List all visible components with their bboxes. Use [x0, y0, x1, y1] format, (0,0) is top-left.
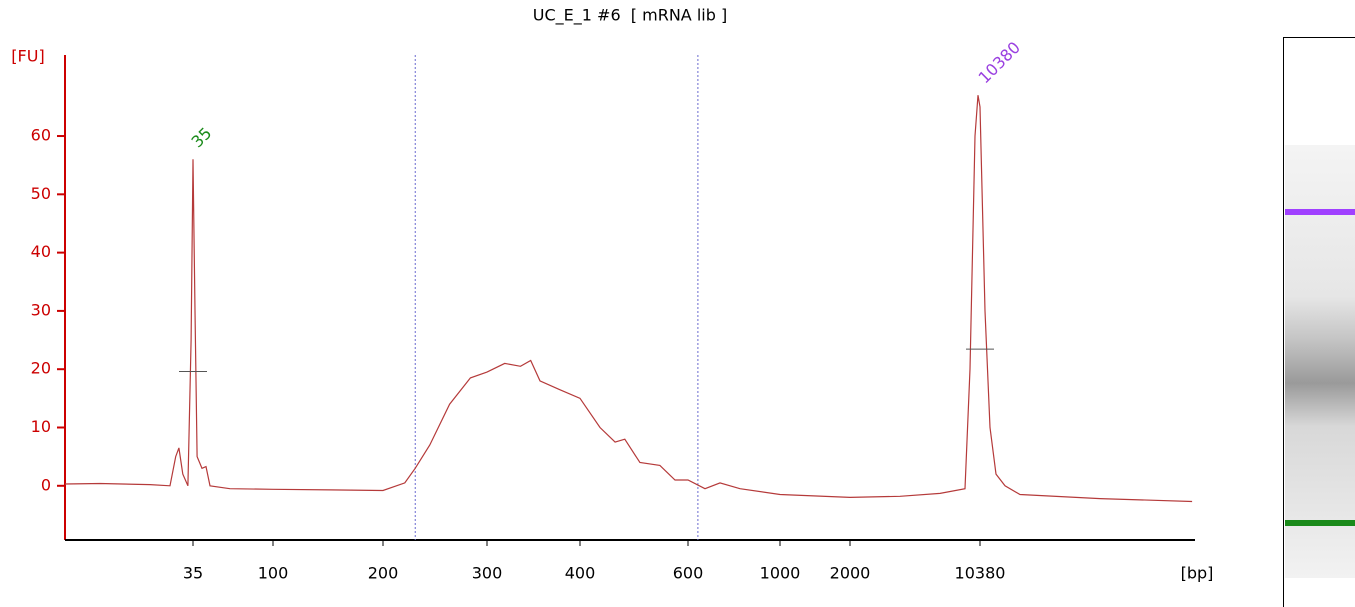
x-tick-label: 100	[258, 564, 289, 583]
trace	[64, 95, 1193, 503]
y-tick-label: 30	[31, 300, 51, 319]
x-axis-label: [bp]	[1181, 564, 1214, 583]
x-tick-label: 200	[368, 564, 399, 583]
x-tick-label: 400	[565, 564, 596, 583]
y-tick-label: 40	[31, 242, 51, 261]
y-tick-label: 60	[31, 126, 51, 145]
gel-lane	[1283, 37, 1355, 607]
y-axis-label: [FU]	[11, 47, 44, 66]
x-tick-label: 2000	[830, 564, 871, 583]
x-tick-label: 600	[673, 564, 704, 583]
y-tick-label: 0	[41, 475, 51, 494]
x-tick-label: 300	[472, 564, 503, 583]
peak-label: 10380	[975, 38, 1024, 87]
x-tick-label: 35	[183, 564, 203, 583]
chart-title: UC_E_1 #6 [ mRNA lib ]	[533, 6, 727, 26]
lower-marker-band	[1285, 520, 1355, 526]
gel-smear	[1285, 145, 1355, 578]
peak-label: 35	[188, 124, 216, 152]
upper-marker-band	[1285, 209, 1355, 215]
x-tick-label: 10380	[955, 564, 1006, 583]
x-tick-label: 1000	[760, 564, 801, 583]
y-tick-label: 50	[31, 184, 51, 203]
y-tick-label: 20	[31, 359, 51, 378]
y-tick-label: 10	[31, 417, 51, 436]
